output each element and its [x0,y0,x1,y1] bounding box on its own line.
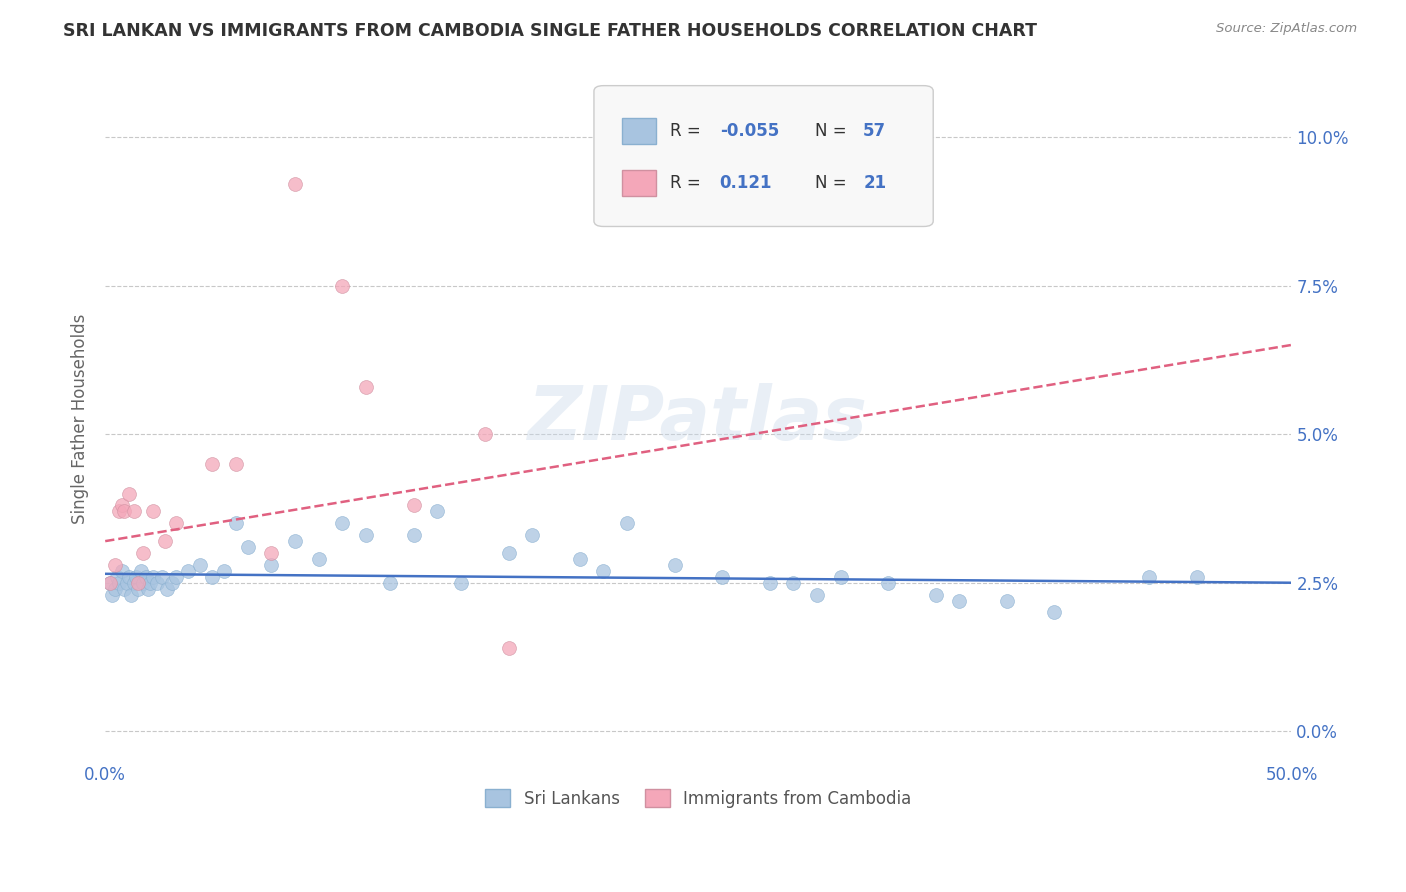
Point [135,570,157,584]
Point [142,570,165,584]
Point [592,564,614,578]
Point [98,575,121,590]
Point [308,552,330,566]
Point [236,540,259,554]
Point [1043,606,1066,620]
Text: R =: R = [669,175,706,193]
Text: SRI LANKAN VS IMMIGRANTS FROM CAMBODIA SINGLE FATHER HOUSEHOLDS CORRELATION CHAR: SRI LANKAN VS IMMIGRANTS FROM CAMBODIA S… [63,22,1038,40]
Point [156,582,179,596]
Text: N =: N = [814,175,852,193]
Point [165,570,187,584]
Point [122,504,145,518]
Text: 21: 21 [863,175,886,193]
Bar [623,170,655,196]
Point [118,570,141,584]
Point [711,570,734,584]
Point [1185,570,1208,584]
Point [136,582,159,596]
Point [150,570,173,584]
Bar [623,118,655,144]
Point [139,575,162,590]
Point [142,504,165,518]
Point [568,552,591,566]
Text: ZIPatlas: ZIPatlas [529,383,869,456]
Point [98,575,121,590]
Point [129,564,152,578]
Point [877,575,900,590]
Point [332,516,354,531]
Point [160,575,183,590]
Point [284,534,307,549]
Text: -0.055: -0.055 [720,122,779,140]
Point [115,575,138,590]
Point [474,427,496,442]
Point [212,564,235,578]
Point [522,528,544,542]
Point [995,593,1018,607]
Point [146,575,169,590]
Text: R =: R = [669,122,706,140]
Point [112,582,135,596]
Point [284,178,307,192]
Text: 57: 57 [863,122,886,140]
Text: 0.121: 0.121 [720,175,772,193]
Point [225,457,247,471]
Point [101,588,124,602]
Point [664,558,686,572]
Point [426,504,449,518]
Point [104,582,127,596]
Point [402,499,425,513]
Point [332,278,354,293]
Point [177,564,200,578]
Point [112,504,135,518]
Point [450,575,472,590]
Point [132,575,155,590]
Point [165,516,187,531]
Point [122,575,145,590]
Point [108,504,131,518]
Text: N =: N = [814,122,852,140]
Point [111,564,134,578]
Point [948,593,970,607]
Point [498,641,520,656]
Point [830,570,852,584]
Point [105,570,128,584]
Point [118,486,141,500]
Point [188,558,211,572]
Point [782,575,804,590]
Point [260,558,283,572]
Point [758,575,780,590]
Point [498,546,520,560]
Point [127,582,149,596]
Point [924,588,946,602]
Point [354,379,377,393]
Point [201,570,224,584]
Point [104,558,127,572]
Point [260,546,283,560]
Point [127,575,149,590]
Point [111,499,134,513]
Point [1137,570,1160,584]
Point [153,534,176,549]
Point [120,588,142,602]
Point [125,570,148,584]
Point [108,575,131,590]
Point [402,528,425,542]
Point [132,546,155,560]
Y-axis label: Single Father Households: Single Father Households [72,314,89,524]
Legend: Sri Lankans, Immigrants from Cambodia: Sri Lankans, Immigrants from Cambodia [478,783,918,814]
Point [378,575,401,590]
FancyBboxPatch shape [593,86,934,227]
Point [225,516,247,531]
Text: Source: ZipAtlas.com: Source: ZipAtlas.com [1216,22,1357,36]
Point [354,528,377,542]
Point [616,516,638,531]
Point [806,588,828,602]
Point [201,457,224,471]
